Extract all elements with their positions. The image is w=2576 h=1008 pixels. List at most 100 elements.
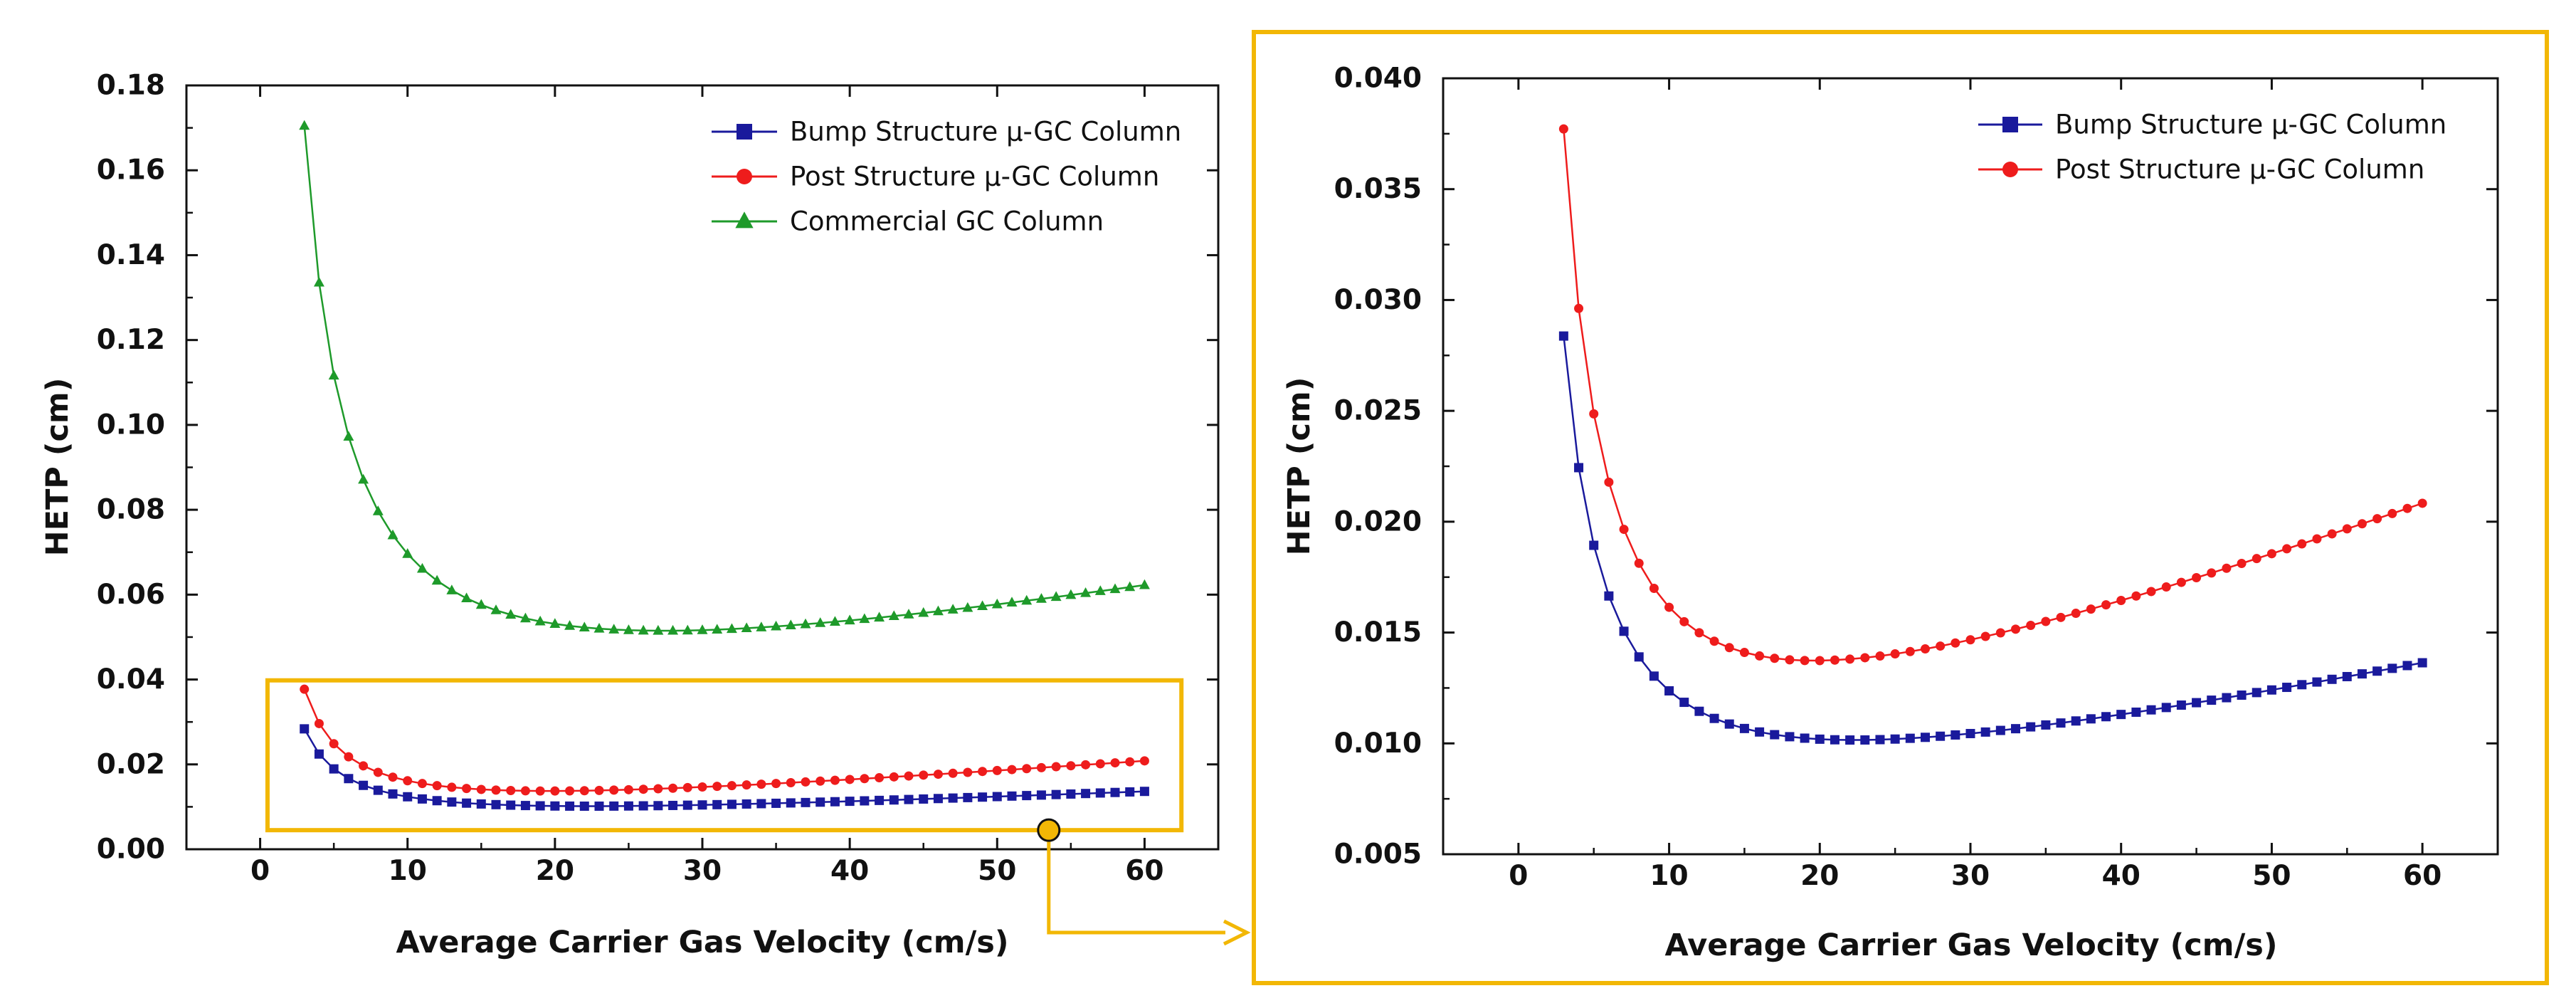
data-point <box>2387 508 2397 518</box>
data-point <box>491 785 501 795</box>
zoom-annotation <box>265 678 1251 946</box>
data-point <box>461 592 473 603</box>
data-point <box>1094 585 1106 595</box>
data-point <box>2282 683 2292 693</box>
data-point <box>889 772 899 782</box>
data-point <box>1830 735 1839 745</box>
data-point <box>2086 714 2096 724</box>
data-point <box>2357 519 2367 529</box>
data-point <box>1604 591 1614 601</box>
data-point <box>475 599 487 609</box>
y-tick-label: 0.005 <box>1334 839 1422 871</box>
data-point <box>359 780 369 790</box>
data-point <box>786 798 796 808</box>
series-line <box>303 728 1145 807</box>
data-point <box>358 473 369 484</box>
data-point <box>727 799 737 809</box>
x-tick-label: 50 <box>2252 860 2291 892</box>
data-point <box>771 779 781 789</box>
data-point <box>771 620 782 631</box>
data-point <box>447 797 457 807</box>
y-tick-label: 0.040 <box>1334 63 1422 95</box>
data-point <box>1965 728 1975 738</box>
data-point <box>741 799 751 809</box>
data-point <box>1664 602 1674 612</box>
data-point <box>638 624 649 635</box>
data-point <box>505 609 517 619</box>
overview-chart: 0 10 20 30 40 50 60 0.00 0.02 0.04 0.06 0.08 0.10 0.1… <box>40 70 1220 960</box>
data-point <box>594 801 604 811</box>
data-point <box>520 801 530 811</box>
data-point <box>476 784 486 794</box>
data-point <box>403 776 413 786</box>
series-2 <box>1558 124 2427 666</box>
data-point <box>623 784 633 794</box>
data-point <box>638 801 648 811</box>
data-point <box>1664 686 1674 695</box>
axes-ticks: 0 10 20 30 40 50 60 0.00 0.02 0.04 0.06 0.08 0.10 0.1… <box>97 70 1218 887</box>
data-point <box>565 786 575 796</box>
data-point <box>962 602 973 612</box>
data-point <box>520 786 530 796</box>
y-tick-label: 0.10 <box>97 409 165 441</box>
data-point <box>771 798 781 808</box>
data-point <box>1739 648 1749 658</box>
data-point <box>417 794 427 804</box>
data-point <box>535 786 545 796</box>
data-point <box>1125 787 1135 797</box>
data-point <box>1905 733 1915 743</box>
data-point <box>2222 563 2232 573</box>
data-point <box>727 781 737 791</box>
data-point <box>1739 723 1749 733</box>
data-point <box>328 369 339 380</box>
data-point <box>2086 604 2096 614</box>
legend-entry: Commercial GC Column <box>712 206 1104 237</box>
data-point <box>963 792 973 802</box>
data-point <box>919 794 929 804</box>
data-point <box>1679 698 1689 708</box>
data-point <box>432 781 442 791</box>
data-point <box>2176 700 2186 710</box>
data-point <box>1694 628 1704 638</box>
data-point <box>402 548 413 558</box>
data-point <box>506 786 516 796</box>
data-point <box>359 761 369 771</box>
data-point <box>506 800 516 810</box>
data-point <box>1724 719 1734 729</box>
data-point <box>2237 690 2247 700</box>
data-point <box>1619 626 1629 636</box>
data-point <box>874 611 885 622</box>
data-point <box>786 778 796 788</box>
data-point <box>314 749 324 759</box>
data-point <box>1995 725 2005 735</box>
data-point <box>1785 732 1795 742</box>
data-point <box>431 574 443 585</box>
data-point <box>549 618 561 628</box>
data-point <box>2372 514 2382 524</box>
data-point <box>1139 579 1150 589</box>
legend-label: Bump Structure µ-GC Column <box>790 117 1181 147</box>
zoom-region-box <box>265 678 1184 833</box>
y-tick-label: 0.020 <box>1334 505 1422 537</box>
data-point <box>2252 688 2261 698</box>
legend-marker <box>737 124 752 140</box>
data-point <box>2282 544 2292 554</box>
data-point <box>534 615 546 626</box>
data-point <box>1800 656 1810 666</box>
data-point <box>1095 788 1105 798</box>
legend-label: Post Structure µ-GC Column <box>790 162 1159 192</box>
legend-marker <box>737 169 752 184</box>
series-1 <box>1558 331 2427 745</box>
series-line <box>303 688 1145 792</box>
data-point <box>947 604 959 614</box>
y-axis-title: HETP (cm) <box>40 378 75 557</box>
data-point <box>329 739 339 749</box>
data-point <box>1936 731 1946 741</box>
data-point <box>859 613 870 624</box>
data-point <box>490 604 502 614</box>
data-point <box>1007 765 1017 775</box>
data-point <box>830 797 840 807</box>
legend: Bump Structure µ-GC Column Post Structure… <box>712 117 1181 237</box>
data-point <box>904 771 914 781</box>
